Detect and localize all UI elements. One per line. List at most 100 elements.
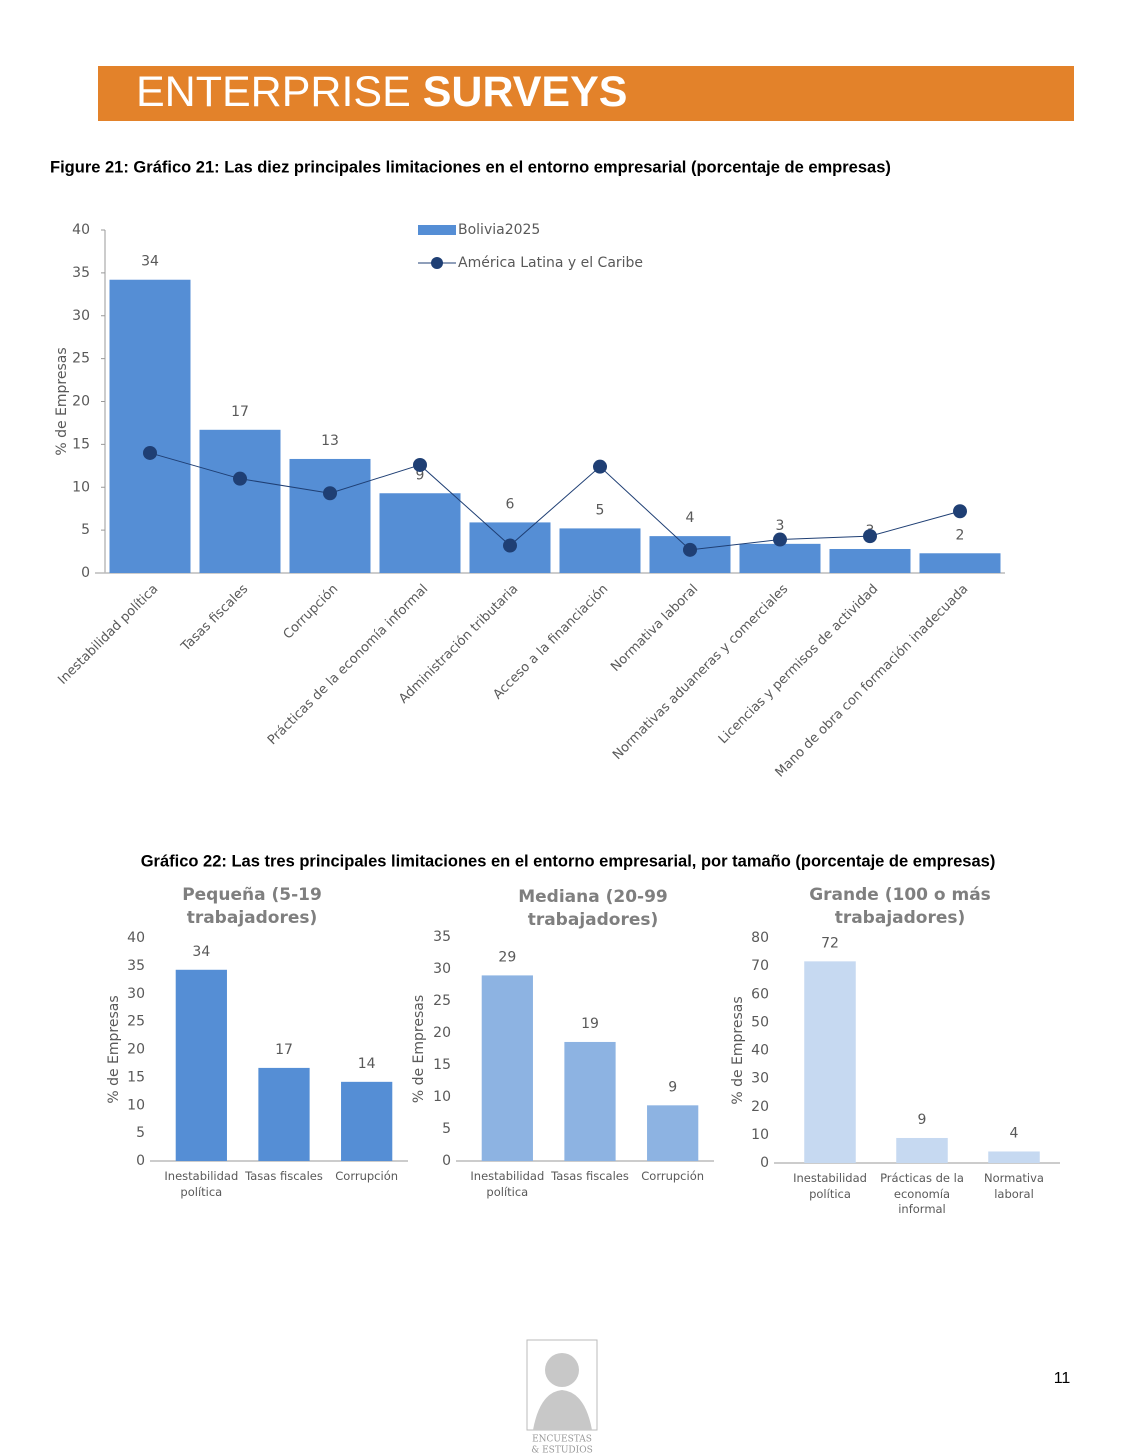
line-marker: [503, 538, 517, 553]
x-tick-label: Prácticas de la economía informal: [880, 1171, 964, 1217]
value-label: 2: [956, 527, 965, 543]
page-number: 11: [1054, 1370, 1071, 1387]
legend-swatch: [418, 225, 456, 235]
y-tick-label: 20: [433, 1025, 451, 1041]
logo-text: & ESTUDIOS: [531, 1446, 593, 1456]
chart-title-box: Mediana (20-99 trabajadores): [518, 887, 668, 930]
x-tick-label: Prácticas de la economía informal: [265, 582, 431, 748]
value-label: 13: [321, 433, 339, 449]
value-label: 34: [141, 254, 159, 270]
y-tick-label: 30: [72, 308, 90, 324]
x-tick-label: Corrupción: [335, 1169, 399, 1183]
x-tick-label: Inestabilidad política: [55, 582, 161, 688]
value-label: 72: [821, 935, 839, 951]
value-label: 9: [668, 1079, 677, 1095]
x-tick-label-box: Tasas fiscales: [551, 1169, 629, 1183]
figure-caption: Gráfico 22: Las tres principales limitac…: [141, 852, 996, 870]
x-tick-label-box: Tasas fiscales: [245, 1169, 323, 1183]
header-band: [98, 66, 1074, 121]
y-tick-label: 30: [433, 961, 451, 977]
figure-caption: Figure 21: Gráfico 21: Las diez principa…: [50, 158, 891, 176]
value-label: 14: [358, 1056, 376, 1072]
bar: [829, 548, 911, 573]
y-tick-label: 25: [433, 993, 451, 1009]
x-tick-label: Corrupción: [281, 582, 342, 643]
value-label: 19: [581, 1016, 599, 1032]
y-tick-label: 15: [72, 436, 90, 452]
y-tick-label: 80: [751, 930, 769, 946]
value-label: 9: [416, 467, 425, 483]
line-marker: [143, 445, 157, 460]
y-tick-label: 5: [136, 1125, 145, 1141]
bar: [379, 493, 461, 573]
y-tick-label: 0: [760, 1155, 769, 1171]
x-tick-label: Normativas aduaneras y comerciales: [610, 582, 791, 763]
line-marker: [233, 471, 247, 486]
y-tick-label: 60: [751, 986, 769, 1002]
y-tick-label: 20: [751, 1099, 769, 1115]
y-tick-label: 35: [433, 929, 451, 945]
y-tick-label: 5: [81, 522, 90, 538]
bar: [341, 1081, 393, 1161]
y-tick-label: 0: [442, 1153, 451, 1169]
x-tick-label: Inestabilidad política: [470, 1169, 545, 1199]
bar: [896, 1137, 948, 1163]
bar: [919, 553, 1001, 573]
bar: [258, 1067, 310, 1161]
chart-title: Pequeña (5-19 trabajadores): [182, 885, 322, 928]
logo-head: [545, 1353, 579, 1387]
x-tick-label: Inestabilidad política: [793, 1171, 867, 1201]
x-tick-label: Licencias y permisos de actividad: [716, 582, 881, 747]
line-marker: [863, 529, 877, 544]
legend-swatch: [431, 257, 443, 269]
y-tick-label: 25: [72, 351, 90, 367]
bar: [804, 961, 856, 1163]
x-tick-label: Tasas fiscales: [551, 1169, 629, 1183]
bar: [175, 969, 227, 1161]
value-label: 29: [498, 949, 516, 965]
line: [149, 452, 961, 551]
chart-title: Grande (100 o más trabajadores): [809, 885, 991, 928]
y-tick-label: 10: [72, 479, 90, 495]
x-tick-label-box: Inestabilidad política: [164, 1169, 238, 1199]
bar: [564, 1041, 616, 1161]
y-axis-label: % de Empresas: [730, 996, 746, 1104]
value-label: 34: [192, 944, 210, 960]
y-axis-label: % de Empresas: [411, 995, 427, 1103]
x-tick-label-box: Inestabilidad política: [793, 1171, 867, 1201]
y-tick-label: 0: [136, 1153, 145, 1169]
y-tick-label: 15: [433, 1057, 451, 1073]
value-label: 17: [231, 404, 249, 420]
value-label: 9: [918, 1112, 927, 1128]
x-tick-label: Normativa laboral: [984, 1171, 1044, 1201]
line-marker: [413, 457, 427, 472]
bar: [109, 279, 191, 573]
x-tick-label-box: Corrupción: [641, 1169, 704, 1183]
legend-label: Bolivia2025: [458, 222, 540, 238]
y-tick-label: 10: [433, 1089, 451, 1105]
y-tick-label: 10: [751, 1127, 769, 1143]
y-tick-label: 15: [127, 1069, 145, 1085]
line-marker: [323, 486, 337, 501]
bar: [481, 975, 533, 1161]
value-label: 4: [686, 510, 695, 526]
y-tick-label: 5: [442, 1121, 451, 1137]
bar: [988, 1151, 1040, 1163]
x-tick-label: Tasas fiscales: [245, 1169, 323, 1183]
y-tick-label: 35: [127, 958, 145, 974]
y-tick-label: 20: [127, 1042, 145, 1058]
y-tick-label: 50: [751, 1014, 769, 1030]
y-tick-label: 0: [81, 565, 90, 581]
chart-title: Mediana (20-99 trabajadores): [518, 887, 668, 930]
y-tick-label: 40: [72, 222, 90, 238]
value-label: 3: [776, 518, 785, 534]
header-word: ENTERPRISE: [136, 68, 411, 116]
header-title: ENTERPRISE SURVEYS: [136, 68, 627, 116]
y-axis-label: % de Empresas: [54, 347, 70, 455]
header-word: SURVEYS: [423, 68, 628, 116]
x-tick-label-box: Normativa laboral: [984, 1171, 1044, 1201]
legend-label: América Latina y el Caribe: [458, 255, 643, 271]
line-marker: [953, 504, 967, 519]
value-label: 4: [1010, 1125, 1019, 1141]
